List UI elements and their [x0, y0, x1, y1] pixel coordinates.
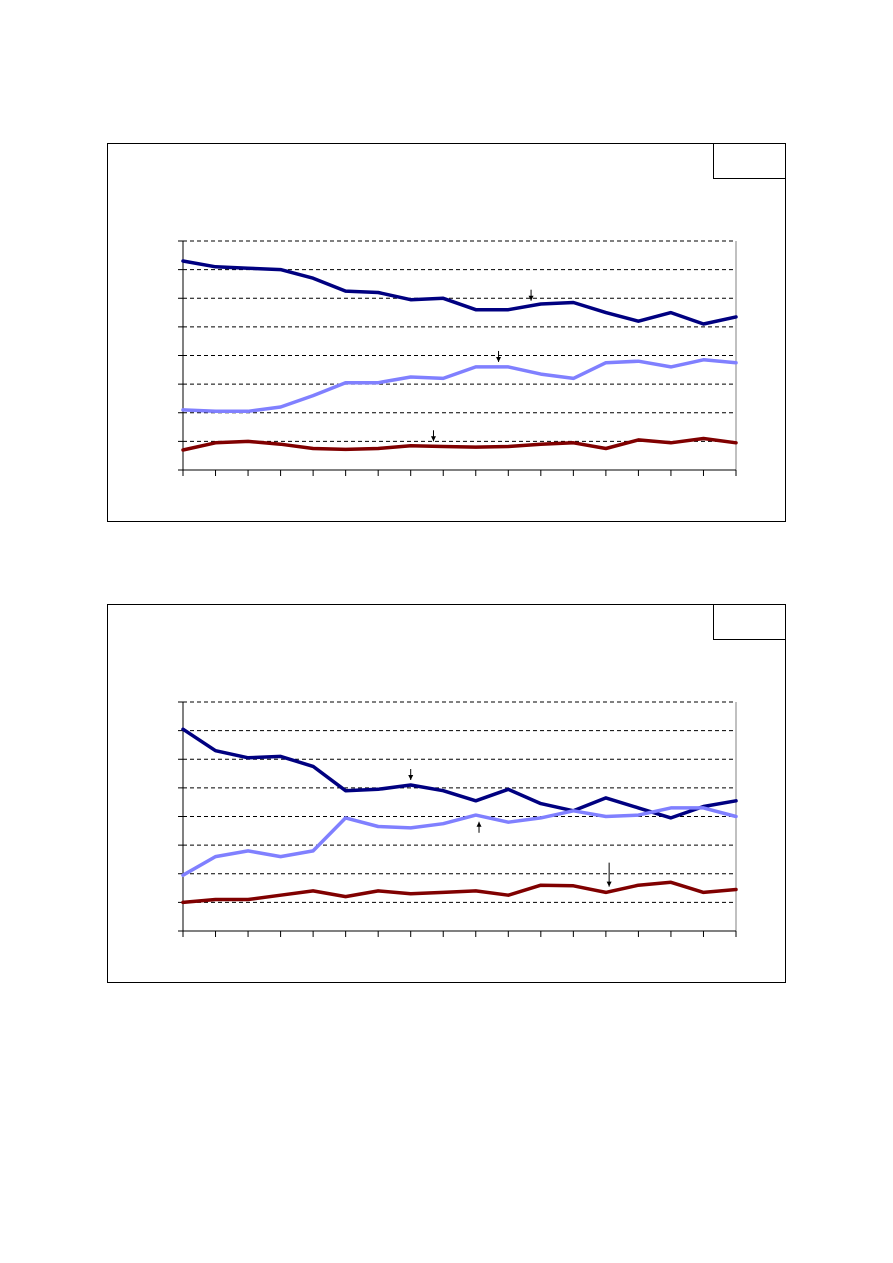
chart-2-annotation-arrow-2: [476, 821, 482, 833]
chart-2-annotation-arrow-1: [408, 769, 414, 781]
chart-2-annotation-arrow-3: [606, 862, 612, 887]
chart-2-series-3-line: [181, 880, 738, 905]
chart-2-plot: [178, 701, 738, 937]
chart-2-series-1-line: [181, 727, 738, 820]
chart-1-annotation-arrow-3: [430, 430, 436, 442]
chart-2-frame: [107, 604, 786, 983]
chart-1-annotation-arrow-2: [496, 350, 502, 362]
chart-1-corner-box: [713, 143, 786, 179]
chart-1-series-3-line: [181, 436, 738, 452]
chart-1-series-1-line: [181, 259, 738, 326]
chart-1-plot: [178, 240, 738, 476]
chart-1-frame: [107, 143, 786, 522]
chart-2-series-2-line: [181, 806, 738, 877]
chart-1-series-2-line: [181, 358, 738, 414]
chart-1-annotation-arrow-1: [528, 289, 534, 301]
chart-2-corner-box: [713, 604, 786, 640]
